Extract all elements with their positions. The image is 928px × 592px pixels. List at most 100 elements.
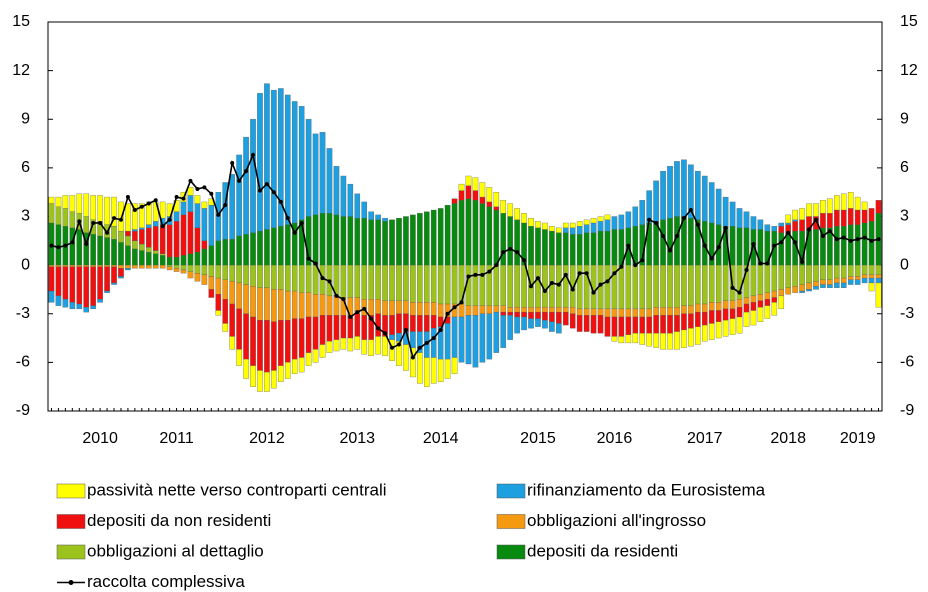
bar-segment [861, 277, 868, 284]
bar-segment [111, 196, 117, 227]
bar-segment [62, 208, 69, 227]
bar-segment [847, 224, 854, 266]
bar-segment [104, 196, 110, 225]
bar-segment [250, 316, 256, 366]
line-marker [244, 169, 249, 174]
bar-segment [423, 315, 430, 332]
line-marker [49, 243, 54, 248]
bar-segment [333, 166, 340, 216]
bar-segment [653, 333, 659, 348]
bar-segment [118, 242, 124, 266]
bar-segment [500, 213, 507, 266]
bar-segment [507, 264, 513, 308]
bar-segment [271, 321, 277, 371]
bar-segment [639, 264, 646, 310]
line-marker [438, 327, 443, 332]
bar-segment [410, 302, 416, 316]
legend-label: rifinanziamento da Eurosistema [527, 480, 766, 499]
bar-segment [417, 315, 423, 332]
bar-segment [569, 307, 576, 314]
bar-segment [48, 264, 55, 267]
line-marker [744, 267, 749, 272]
bar-segment [535, 307, 541, 313]
line-marker [132, 208, 137, 213]
bar-segment [326, 148, 333, 214]
bar-segment [458, 316, 465, 363]
bar-segment [145, 264, 152, 269]
bar-segment [729, 308, 736, 319]
bar-segment [521, 311, 527, 318]
bar-segment [875, 264, 882, 276]
bar-segment [354, 336, 361, 350]
bar-segment [90, 266, 96, 306]
bar-segment [132, 264, 138, 269]
bar-segment [347, 216, 354, 266]
bar-segment [854, 224, 861, 266]
bar-segment [695, 170, 701, 220]
bar-segment [729, 226, 736, 266]
line-marker [396, 342, 401, 347]
bar-segment [222, 279, 229, 300]
bar-segment [250, 365, 256, 387]
bar-segment [472, 315, 479, 368]
y-tick-label: 9 [21, 110, 30, 127]
bar-segment [681, 329, 687, 348]
line-marker [112, 216, 117, 221]
line-marker [118, 217, 123, 222]
bar-segment [771, 302, 778, 316]
bar-segment [375, 214, 381, 220]
bar-segment [868, 282, 875, 292]
bar-segment [708, 182, 715, 224]
line-marker [807, 227, 812, 232]
bar-segment [465, 315, 472, 365]
bar-segment [236, 308, 242, 350]
bar-segment [583, 308, 590, 316]
bar-segment [180, 255, 187, 266]
bar-segment [139, 264, 145, 269]
bar-segment [750, 264, 757, 297]
bar-segment [834, 264, 840, 279]
line-marker [278, 199, 283, 204]
bar-segment [653, 315, 659, 334]
bar-segment [403, 300, 409, 314]
bar-segment [806, 264, 812, 284]
bar-segment [187, 253, 194, 266]
bar-segment [430, 209, 437, 266]
bar-segment [834, 209, 840, 227]
line-marker [709, 256, 714, 261]
bar-segment [562, 311, 569, 326]
bar-segment [486, 313, 493, 360]
line-marker [105, 230, 110, 235]
bar-segment [118, 201, 124, 232]
line-marker [591, 290, 596, 295]
bar-segment [590, 308, 597, 316]
bar-segment [562, 307, 569, 313]
bar-segment [361, 315, 368, 340]
bar-segment [514, 264, 520, 308]
line-marker [160, 224, 165, 229]
y2-tick-label: 9 [900, 110, 909, 127]
bar-segment [125, 245, 131, 266]
bar-segment [799, 219, 805, 232]
bar-segment [375, 336, 381, 355]
line-marker [167, 217, 172, 222]
bar-segment [229, 264, 235, 282]
bar-segment [118, 276, 124, 279]
bar-segment [604, 308, 611, 318]
bar-segment [145, 227, 152, 248]
bar-segment [410, 315, 416, 332]
bar-segment [813, 281, 819, 287]
bar-segment [305, 352, 312, 366]
bar-segment [118, 264, 124, 269]
bar-segment [201, 208, 208, 241]
bar-segment [688, 313, 694, 329]
bar-segment [528, 311, 534, 319]
bar-segment [389, 219, 395, 266]
bar-segment [187, 271, 194, 279]
bar-segment [757, 264, 764, 295]
bar-segment [632, 308, 639, 318]
bar-segment [667, 333, 673, 350]
line-marker [459, 300, 464, 305]
line-marker [834, 237, 839, 242]
bar-segment [681, 305, 687, 314]
